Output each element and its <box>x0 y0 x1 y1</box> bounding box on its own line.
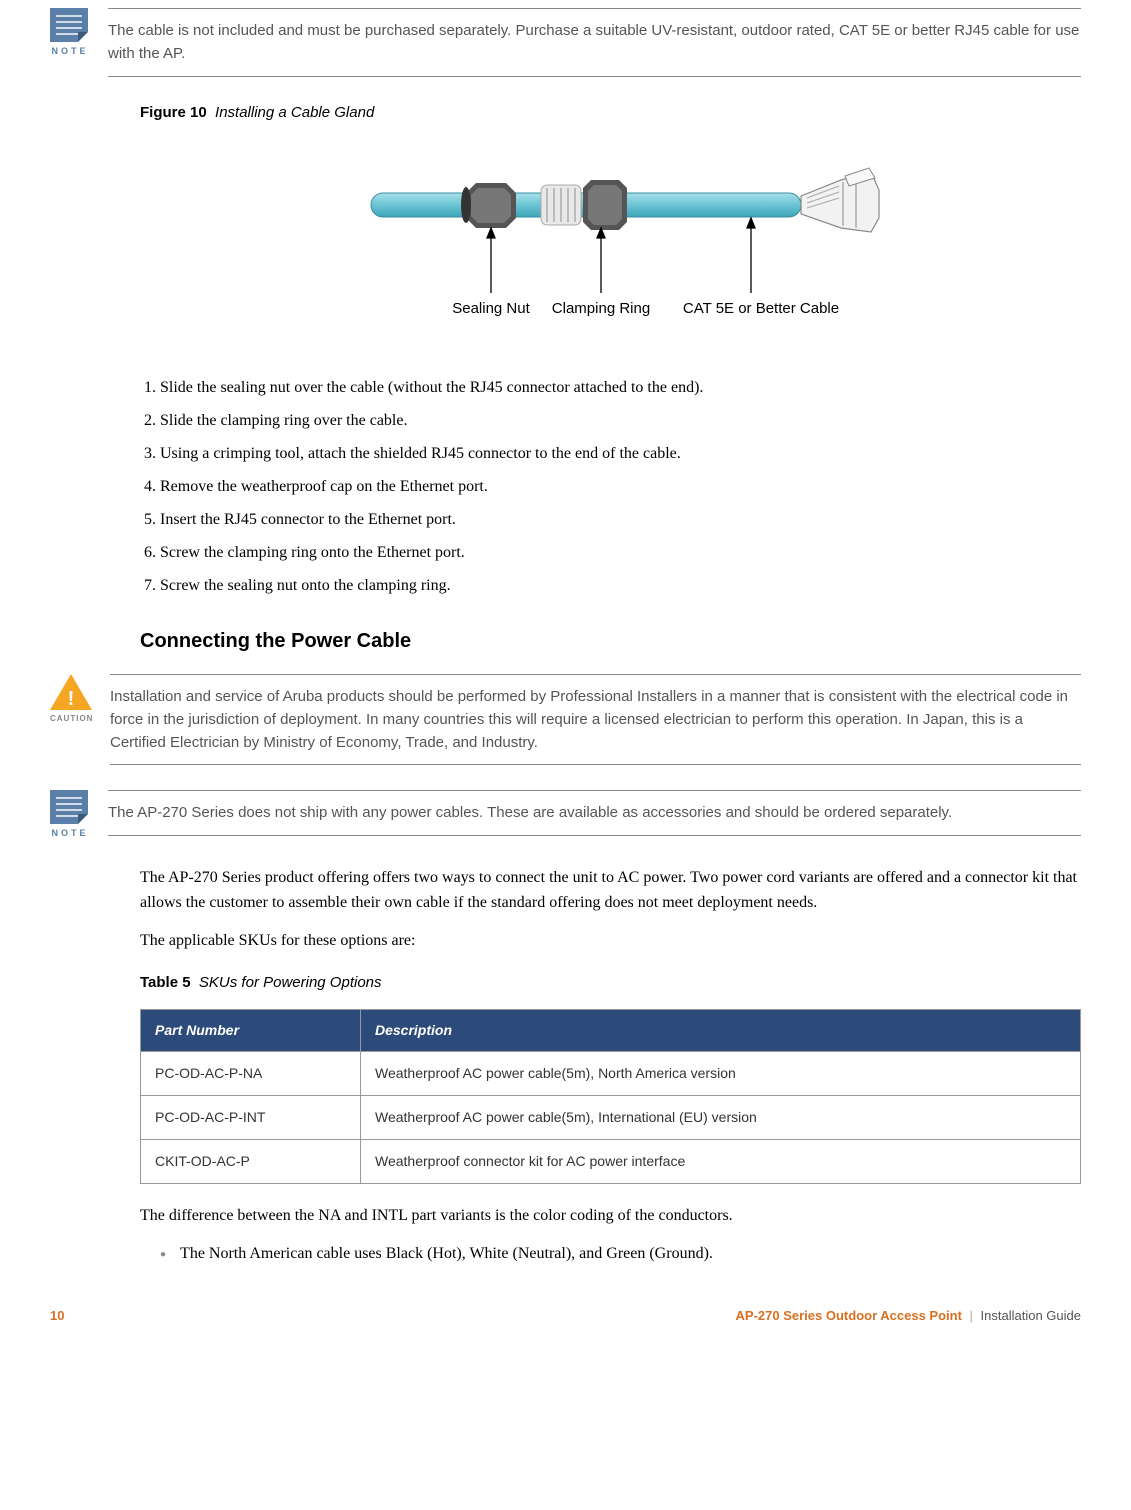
cell-part: PC-OD-AC-P-INT <box>141 1095 361 1139</box>
installation-steps: Slide the sealing nut over the cable (wi… <box>140 376 1081 598</box>
cell-part: PC-OD-AC-P-NA <box>141 1051 361 1095</box>
paragraph-difference: The difference between the NA and INTL p… <box>140 1204 1081 1229</box>
table-row: PC-OD-AC-P-INT Weatherproof AC power cab… <box>141 1095 1081 1139</box>
figure-label-clamping-ring: Clamping Ring <box>551 300 649 317</box>
cell-desc: Weatherproof connector kit for AC power … <box>361 1139 1081 1183</box>
step-4: Remove the weatherproof cap on the Ether… <box>160 475 1081 499</box>
figure-number: Figure 10 <box>140 104 207 121</box>
note-label: NOTE <box>50 45 90 59</box>
section-heading-power-cable: Connecting the Power Cable <box>140 626 1081 656</box>
step-5: Insert the RJ45 connector to the Etherne… <box>160 508 1081 532</box>
footer-guide-name: Installation Guide <box>981 1308 1081 1323</box>
sku-table: Part Number Description PC-OD-AC-P-NA We… <box>140 1009 1081 1184</box>
step-6: Screw the clamping ring onto the Etherne… <box>160 541 1081 565</box>
step-7: Screw the sealing nut onto the clamping … <box>160 574 1081 598</box>
note-text: The cable is not included and must be pu… <box>108 8 1081 77</box>
note-label: NOTE <box>50 827 90 841</box>
figure-label-sealing-nut: Sealing Nut <box>452 300 530 317</box>
table-row: PC-OD-AC-P-NA Weatherproof AC power cabl… <box>141 1051 1081 1095</box>
footer-product-name: AP-270 Series Outdoor Access Point <box>736 1308 962 1323</box>
note-block-power-cables: NOTE The AP-270 Series does not ship wit… <box>50 790 1081 841</box>
table-header-row: Part Number Description <box>141 1009 1081 1051</box>
note-icon: NOTE <box>50 790 90 841</box>
step-1: Slide the sealing nut over the cable (wi… <box>160 376 1081 400</box>
step-2: Slide the clamping ring over the cable. <box>160 409 1081 433</box>
caution-label: CAUTION <box>50 713 92 725</box>
bullet-na-cable: The North American cable uses Black (Hot… <box>160 1242 1081 1266</box>
note-icon: NOTE <box>50 8 90 59</box>
figure-diagram: Sealing Nut Clamping Ring CAT 5E or Bett… <box>140 138 1081 356</box>
footer-right: AP-270 Series Outdoor Access Point | Ins… <box>736 1306 1081 1326</box>
note-text: The AP-270 Series does not ship with any… <box>108 790 1081 835</box>
paragraph-skus-intro: The applicable SKUs for these options ar… <box>140 929 1081 954</box>
figure-caption: Figure 10 Installing a Cable Gland <box>140 102 1081 125</box>
table-number: Table 5 <box>140 974 191 991</box>
header-description: Description <box>361 1009 1081 1051</box>
cell-desc: Weatherproof AC power cable(5m), North A… <box>361 1051 1081 1095</box>
caution-icon: ! CAUTION <box>50 674 92 725</box>
figure-label-cable: CAT 5E or Better Cable <box>682 300 838 317</box>
footer-separator: | <box>970 1308 973 1323</box>
caution-block-installer: ! CAUTION Installation and service of Ar… <box>50 674 1081 766</box>
table-row: CKIT-OD-AC-P Weatherproof connector kit … <box>141 1139 1081 1183</box>
bullet-list: The North American cable uses Black (Hot… <box>140 1242 1081 1266</box>
page-footer: 10 AP-270 Series Outdoor Access Point | … <box>50 1306 1081 1326</box>
paragraph-power-options: The AP-270 Series product offering offer… <box>140 866 1081 916</box>
note-block-cable: NOTE The cable is not included and must … <box>50 8 1081 77</box>
cell-part: CKIT-OD-AC-P <box>141 1139 361 1183</box>
step-3: Using a crimping tool, attach the shield… <box>160 442 1081 466</box>
header-part-number: Part Number <box>141 1009 361 1051</box>
figure-title-text: Installing a Cable Gland <box>215 104 374 121</box>
footer-page-number: 10 <box>50 1306 64 1326</box>
cell-desc: Weatherproof AC power cable(5m), Interna… <box>361 1095 1081 1139</box>
table-caption: Table 5 SKUs for Powering Options <box>140 972 1081 995</box>
table-title-text: SKUs for Powering Options <box>199 974 382 991</box>
caution-text: Installation and service of Aruba produc… <box>110 674 1081 766</box>
